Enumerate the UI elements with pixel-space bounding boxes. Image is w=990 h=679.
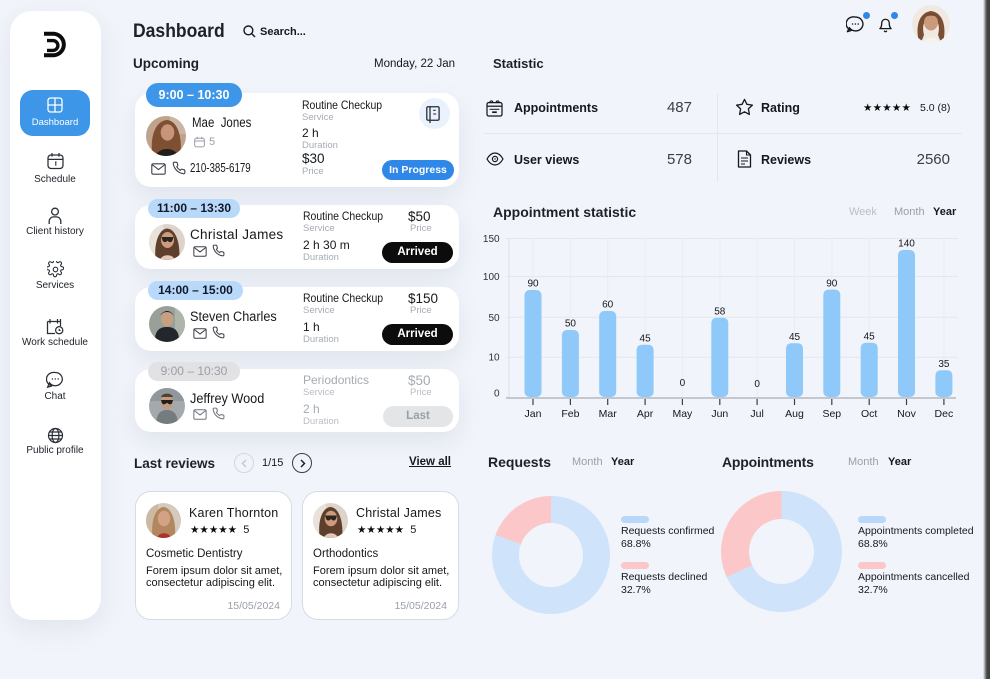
svg-text:0: 0 — [680, 378, 686, 389]
svg-text:45: 45 — [640, 333, 652, 344]
svg-text:90: 90 — [826, 278, 838, 289]
svg-text:Oct: Oct — [861, 408, 877, 420]
svg-text:100: 100 — [483, 272, 500, 283]
svg-text:Sep: Sep — [822, 408, 841, 420]
svg-text:Jul: Jul — [750, 408, 763, 420]
svg-text:150: 150 — [483, 234, 500, 245]
svg-text:10: 10 — [488, 353, 500, 364]
svg-text:35: 35 — [938, 359, 950, 370]
svg-text:Aug: Aug — [785, 408, 804, 420]
svg-text:Nov: Nov — [897, 408, 916, 420]
svg-text:140: 140 — [898, 239, 915, 250]
svg-text:58: 58 — [714, 306, 726, 317]
svg-text:Jan: Jan — [525, 408, 542, 420]
svg-text:May: May — [672, 408, 693, 420]
svg-text:50: 50 — [565, 319, 577, 330]
svg-text:Jun: Jun — [711, 408, 728, 420]
svg-text:90: 90 — [527, 279, 539, 290]
svg-text:50: 50 — [488, 313, 500, 324]
svg-text:0: 0 — [494, 389, 500, 400]
svg-text:Mar: Mar — [599, 408, 618, 420]
svg-text:45: 45 — [789, 332, 801, 343]
svg-text:Feb: Feb — [561, 408, 579, 420]
svg-text:Apr: Apr — [637, 408, 654, 420]
svg-text:60: 60 — [602, 300, 614, 311]
svg-text:0: 0 — [754, 379, 760, 390]
svg-text:45: 45 — [864, 331, 876, 342]
svg-text:Dec: Dec — [935, 408, 954, 420]
